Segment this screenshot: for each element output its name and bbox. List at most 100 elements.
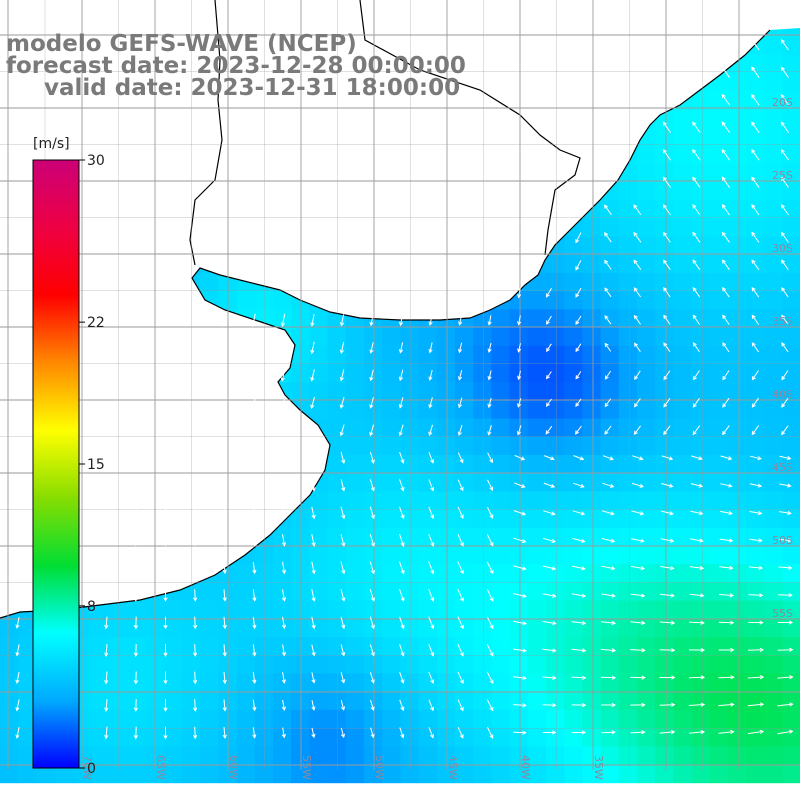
- wind-cell: [764, 291, 784, 310]
- wind-arrow: [369, 479, 375, 492]
- wind-arrow: [722, 342, 730, 353]
- wind-cell: [637, 746, 656, 765]
- wind-cell: [655, 127, 674, 147]
- wind-arrow: [517, 315, 522, 326]
- wind-cell: [546, 491, 565, 511]
- wind-cell: [618, 709, 638, 729]
- wind-cell: [655, 145, 674, 165]
- wind-cell: [691, 455, 711, 474]
- wind-cell: [127, 691, 147, 711]
- wind-cell: [709, 273, 729, 292]
- wind-arrow: [133, 699, 139, 712]
- colorbar-tick-label: 30: [87, 153, 105, 169]
- wind-cell: [728, 764, 747, 784]
- wind-arrow: [604, 370, 612, 380]
- wind-arrow: [133, 507, 139, 519]
- wind-arrow: [692, 176, 701, 188]
- wind-arrow: [542, 675, 557, 680]
- wind-cell: [709, 327, 729, 347]
- wind-arrow: [221, 313, 227, 328]
- wind-cell: [655, 637, 674, 656]
- wind-cell: [491, 709, 511, 729]
- wind-arrow: [252, 616, 257, 630]
- wind-cell: [673, 637, 693, 656]
- wind-cell: [473, 691, 492, 711]
- wind-arrow: [781, 397, 789, 408]
- wind-arrow: [575, 204, 582, 217]
- wind-cell: [473, 618, 492, 638]
- colorbar: [m/s] 30 22 15 8 0: [32, 136, 105, 777]
- wind-cell: [509, 436, 529, 456]
- wind-arrow: [721, 204, 730, 216]
- wind-arrow: [604, 287, 612, 298]
- wind-arrow: [604, 342, 612, 352]
- wind-arrow: [311, 700, 316, 711]
- wind-cell: [564, 564, 583, 583]
- wind-cell: [527, 327, 547, 347]
- wind-cell: [728, 582, 747, 602]
- wind-cell: [564, 527, 583, 547]
- wind-cell: [163, 637, 183, 656]
- wind-cell: [709, 455, 729, 474]
- wind-cell: [691, 109, 711, 128]
- wind-cell: [364, 746, 383, 765]
- wind-cell: [364, 691, 383, 711]
- wind-cell: [527, 309, 547, 329]
- wind-cell: [109, 764, 128, 784]
- wind-cell: [163, 691, 183, 711]
- wind-cell: [709, 382, 729, 401]
- wind-cell: [764, 127, 784, 147]
- wind-cell: [564, 236, 583, 256]
- wind-arrow: [339, 341, 345, 355]
- wind-arrow: [575, 343, 582, 353]
- wind-cell: [364, 436, 383, 456]
- wind-arrow: [486, 644, 494, 657]
- wind-cell: [673, 673, 693, 693]
- wind-cell: [382, 637, 401, 656]
- wind-cell: [400, 364, 420, 383]
- wind-arrow: [399, 616, 405, 630]
- wind-cell: [782, 564, 800, 583]
- wind-arrow: [398, 397, 404, 409]
- wind-arrow: [780, 204, 789, 216]
- wind-cell: [691, 764, 711, 784]
- wind-cell: [564, 473, 583, 492]
- wind-cell: [582, 327, 602, 347]
- wind-arrow: [280, 313, 286, 328]
- wind-cell: [345, 345, 365, 365]
- wind-cell: [691, 291, 711, 310]
- wind-cell: [200, 618, 219, 638]
- wind-cell: [764, 618, 784, 638]
- wind-cell: [327, 455, 347, 474]
- wind-cell: [782, 473, 800, 492]
- wind-cell: [673, 582, 693, 602]
- wind-cell: [728, 473, 747, 492]
- wind-cell: [691, 345, 711, 365]
- wind-cell: [0, 691, 19, 711]
- wind-arrow: [721, 121, 731, 134]
- wind-arrow: [221, 424, 227, 437]
- wind-arrow: [542, 730, 557, 735]
- wind-cell: [618, 582, 638, 602]
- wind-cell: [728, 309, 747, 329]
- wind-arrow: [571, 730, 587, 735]
- wind-cell: [600, 764, 620, 784]
- wind-cell: [600, 436, 620, 456]
- wind-cell: [400, 491, 420, 511]
- wind-arrow: [133, 643, 139, 658]
- wind-arrow: [780, 231, 789, 243]
- wind-cell: [746, 618, 765, 638]
- wind-cell: [582, 691, 602, 711]
- wind-cell: [455, 345, 474, 365]
- wind-cell: [618, 364, 638, 383]
- wind-cell: [509, 382, 529, 401]
- wind-arrow: [545, 425, 553, 435]
- wind-cell: [491, 473, 511, 492]
- wind-cell: [764, 746, 784, 765]
- wind-cell: [709, 491, 729, 511]
- wind-arrow: [192, 644, 198, 657]
- wind-cell: [782, 72, 800, 92]
- wind-arrow: [369, 616, 375, 630]
- wind-arrow: [780, 149, 790, 161]
- wind-arrow: [512, 648, 528, 653]
